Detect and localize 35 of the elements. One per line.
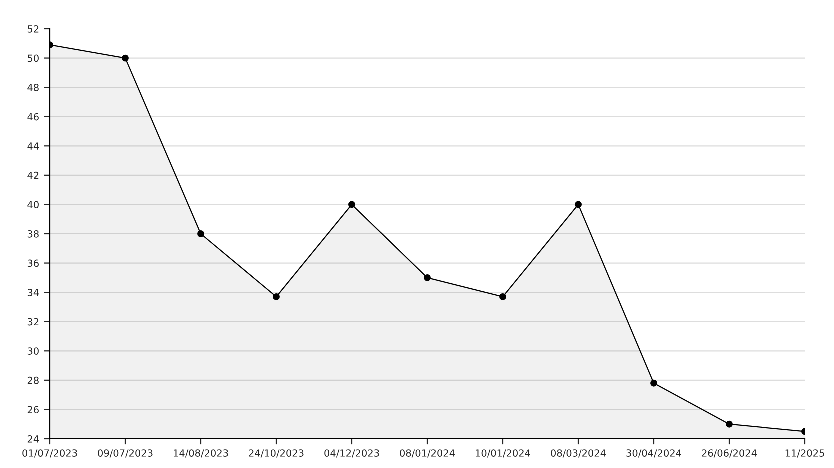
y-tick-label: 38 <box>28 230 39 238</box>
x-tick-label: 11/2025 <box>786 450 824 458</box>
y-tick-label: 50 <box>28 54 39 62</box>
x-tick-label: 30/04/2024 <box>626 450 682 458</box>
y-tick-label: 40 <box>28 201 39 209</box>
x-tick-label: 08/01/2024 <box>400 450 455 458</box>
point <box>198 230 204 238</box>
y-tick-label: 42 <box>28 172 39 180</box>
point <box>575 201 582 208</box>
point <box>424 274 431 282</box>
point <box>122 54 129 62</box>
x-tick-label: 04/12/2023 <box>324 450 380 458</box>
point <box>726 420 733 428</box>
y-tick-label: 32 <box>28 318 39 326</box>
point <box>500 293 506 300</box>
y-tick-label: 28 <box>28 376 39 384</box>
y-tick-label: 34 <box>28 289 40 296</box>
x-tick-label: 14/08/2023 <box>174 450 228 458</box>
y-tick-label: 26 <box>28 406 39 414</box>
x-tick-label: 10/01/2024 <box>476 450 530 458</box>
x-tick-label: 24/10/2023 <box>249 450 304 458</box>
y-tick-label: 24 <box>28 435 40 443</box>
x-tick-label: 01/07/2023 <box>22 450 78 458</box>
y-tick-label: 30 <box>28 348 39 355</box>
y-tick-label: 48 <box>28 84 39 92</box>
y-tick-label: 36 <box>28 260 39 268</box>
point <box>273 293 280 300</box>
y-tick-label: 46 <box>28 113 39 121</box>
point <box>650 380 658 387</box>
x-tick-label: 26/06/2024 <box>702 450 757 458</box>
x-tick-label: 08/03/2024 <box>551 450 606 458</box>
x-tick-label: 09/07/2023 <box>98 450 153 458</box>
y-tick-label: 52 <box>28 25 39 33</box>
y-tick-label: 44 <box>28 142 40 150</box>
point <box>348 201 356 208</box>
